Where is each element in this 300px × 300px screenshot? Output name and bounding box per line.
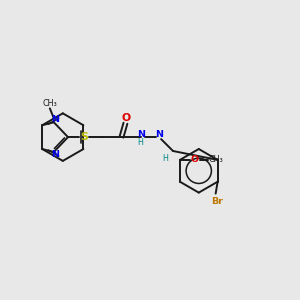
Text: CH₃: CH₃ — [208, 155, 223, 164]
Text: N: N — [51, 151, 59, 160]
Text: O: O — [191, 155, 199, 164]
Text: Br: Br — [211, 197, 223, 206]
Text: N: N — [51, 115, 59, 124]
Text: O: O — [122, 113, 131, 123]
Text: S: S — [80, 132, 88, 142]
Text: N: N — [137, 130, 145, 139]
Text: H: H — [162, 154, 168, 164]
Text: N: N — [155, 130, 163, 139]
Text: H: H — [137, 138, 143, 147]
Text: CH₃: CH₃ — [43, 99, 57, 108]
